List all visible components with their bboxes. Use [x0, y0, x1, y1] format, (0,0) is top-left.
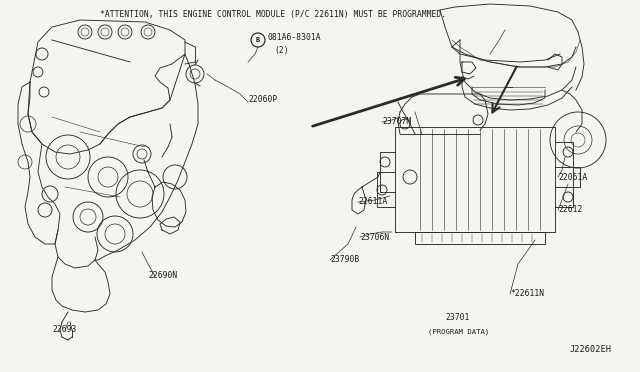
- Text: 23701: 23701: [445, 314, 469, 323]
- Text: 22611A: 22611A: [358, 198, 387, 206]
- Text: 22690N: 22690N: [148, 272, 177, 280]
- Text: *22611N: *22611N: [510, 289, 544, 298]
- Text: 22061A: 22061A: [558, 173, 588, 182]
- Text: 23790B: 23790B: [330, 256, 359, 264]
- Text: 22612: 22612: [558, 205, 582, 215]
- Text: (2): (2): [274, 45, 289, 55]
- Text: 22693: 22693: [52, 326, 76, 334]
- Text: 23706N: 23706N: [360, 232, 389, 241]
- Text: 081A6-8301A: 081A6-8301A: [268, 33, 322, 42]
- Text: 22060P: 22060P: [248, 94, 277, 103]
- Text: *ATTENTION, THIS ENGINE CONTROL MODULE (P/C 22611N) MUST BE PROGRAMMED.: *ATTENTION, THIS ENGINE CONTROL MODULE (…: [100, 10, 446, 19]
- Text: B: B: [256, 37, 260, 43]
- Text: (PROGRAM DATA): (PROGRAM DATA): [428, 329, 489, 335]
- Text: J22602EH: J22602EH: [570, 346, 612, 355]
- Text: 23707M: 23707M: [382, 118, 412, 126]
